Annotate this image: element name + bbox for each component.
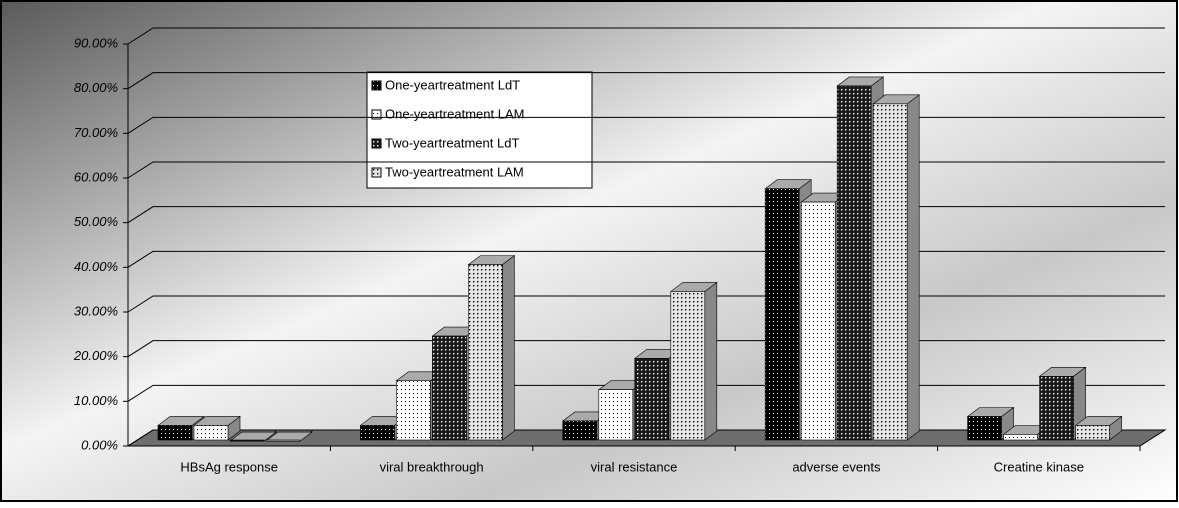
y-tick-label: 40.00% bbox=[74, 259, 118, 274]
y-tick-label: 20.00% bbox=[73, 348, 118, 363]
bar-side bbox=[502, 255, 515, 441]
bar bbox=[1039, 375, 1074, 441]
bar bbox=[360, 425, 395, 441]
legend-swatch bbox=[371, 109, 382, 120]
grid-line bbox=[127, 27, 1165, 45]
x-tick-label: viral breakthrough bbox=[380, 459, 484, 474]
bar bbox=[265, 439, 301, 442]
bar bbox=[468, 264, 503, 441]
y-tick-label: 30.00% bbox=[74, 303, 118, 318]
grid-line bbox=[127, 161, 1165, 179]
bar bbox=[670, 291, 706, 441]
legend-swatch bbox=[371, 167, 382, 178]
bar bbox=[967, 416, 1002, 441]
bar bbox=[157, 425, 193, 441]
legend-label: One-yeartreatment LAM bbox=[385, 106, 524, 121]
bar bbox=[836, 85, 872, 441]
bar bbox=[1075, 425, 1110, 441]
bar bbox=[229, 439, 265, 442]
x-tick-label: viral resistance bbox=[591, 459, 678, 474]
bar bbox=[634, 358, 670, 441]
bar bbox=[598, 389, 634, 441]
y-tick-label: 50.00% bbox=[74, 214, 118, 229]
legend-box bbox=[366, 71, 593, 189]
grid-line bbox=[127, 116, 1165, 134]
legend-label: Two-yeartreatment LAM bbox=[385, 164, 524, 179]
y-tick-label: 70.00% bbox=[74, 125, 118, 140]
bar bbox=[193, 425, 229, 441]
bar bbox=[432, 335, 467, 441]
bar bbox=[872, 103, 908, 441]
y-tick-label: 90.00% bbox=[74, 35, 118, 50]
legend: One-yeartreatment LdT One-yeartreatment L… bbox=[366, 71, 593, 189]
y-tick-label: 60.00% bbox=[74, 169, 118, 184]
legend-swatch bbox=[371, 80, 382, 91]
y-tick-label: 10.00% bbox=[74, 393, 118, 408]
y-tick-label: 80.00% bbox=[74, 80, 118, 95]
bar bbox=[396, 380, 431, 441]
legend-label: One-yeartreatment LdT bbox=[385, 77, 520, 92]
y-tick-label: 0.00% bbox=[81, 437, 118, 452]
x-tick-label: HBsAg response bbox=[180, 459, 278, 474]
bar bbox=[562, 420, 598, 441]
grid-line bbox=[127, 72, 1165, 90]
bar bbox=[800, 201, 836, 441]
bar bbox=[1003, 434, 1038, 441]
bar-side bbox=[704, 281, 718, 441]
legend-label: Two-yeartreatment LdT bbox=[385, 135, 519, 150]
x-tick-label: Creatine kinase bbox=[994, 459, 1084, 474]
bar bbox=[764, 188, 800, 441]
bar-side bbox=[906, 94, 920, 441]
legend-swatch bbox=[371, 138, 382, 149]
x-tick-label: adverse events bbox=[792, 459, 881, 474]
